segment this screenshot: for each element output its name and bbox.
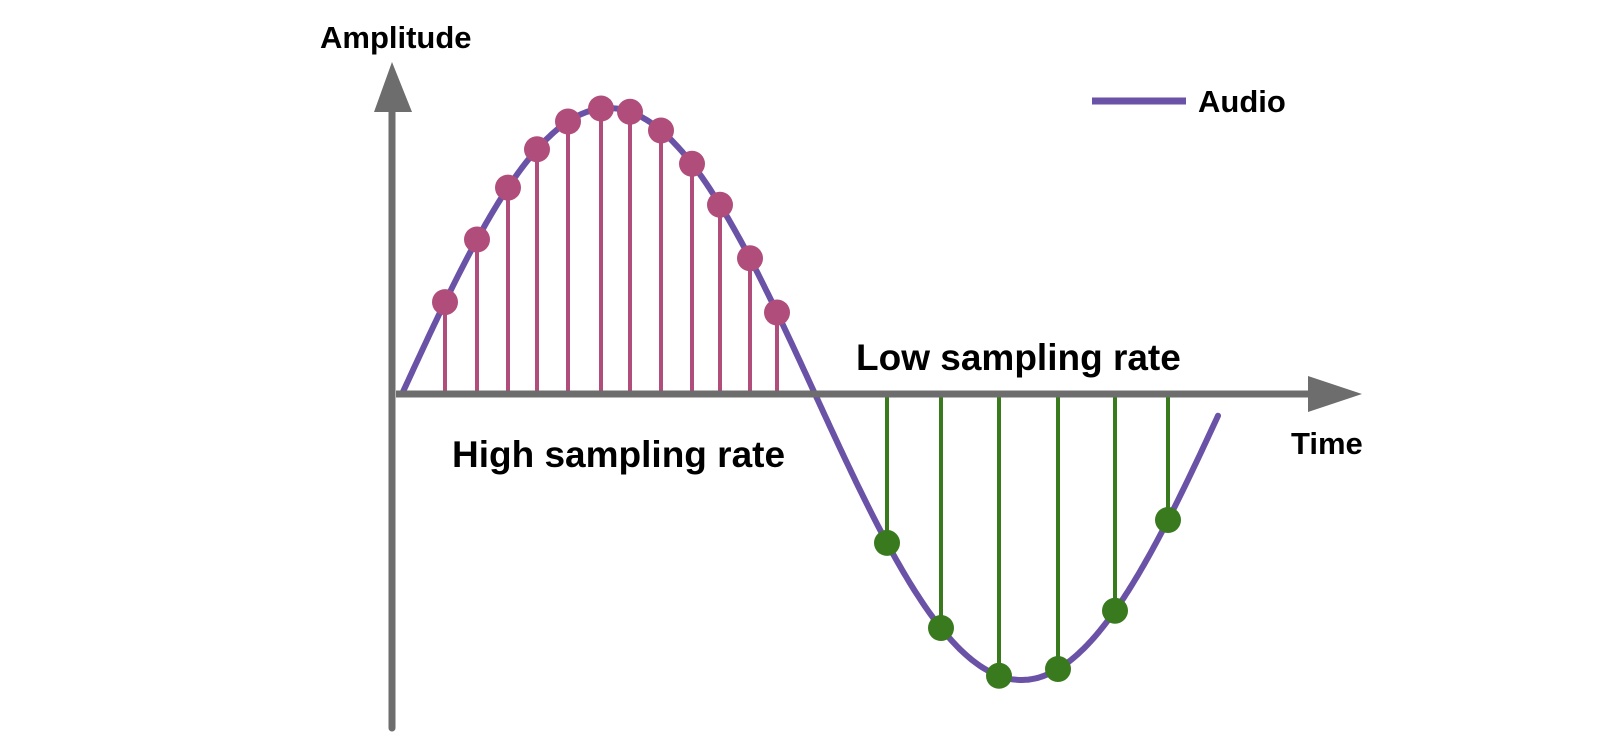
high-sample-dot — [707, 191, 733, 218]
high-sample-dot — [679, 150, 705, 177]
high-sample-dot — [524, 136, 550, 163]
low-sampling-dots — [874, 507, 1181, 689]
x-axis-label: Time — [1291, 426, 1363, 461]
legend-audio-label: Audio — [1198, 84, 1286, 119]
low-sample-dot — [928, 615, 954, 641]
high-sample-dot — [648, 117, 674, 144]
high-sample-dot — [464, 226, 490, 253]
low-sampling-label: Low sampling rate — [856, 337, 1181, 378]
high-sampling-dots — [432, 95, 790, 326]
high-sample-dot — [588, 95, 614, 122]
x-axis-arrow-icon — [1308, 376, 1362, 412]
low-sample-dot — [1102, 597, 1128, 624]
high-sampling-group — [443, 108, 779, 394]
y-axis-arrow-icon — [374, 62, 412, 112]
low-sampling-group — [885, 394, 1170, 676]
high-sampling-label: High sampling rate — [452, 434, 785, 475]
high-sample-dot — [764, 299, 790, 326]
high-sample-dot — [495, 174, 521, 201]
high-sample-dot — [737, 245, 763, 272]
high-sample-dot — [617, 98, 643, 125]
y-axis-label: Amplitude — [320, 20, 472, 55]
low-sample-dot — [1155, 507, 1181, 533]
low-sample-dot — [986, 662, 1012, 689]
low-sample-dot — [1045, 656, 1071, 682]
high-sample-dot — [555, 108, 581, 135]
low-sample-dot — [874, 529, 900, 556]
high-sample-dot — [432, 289, 458, 316]
